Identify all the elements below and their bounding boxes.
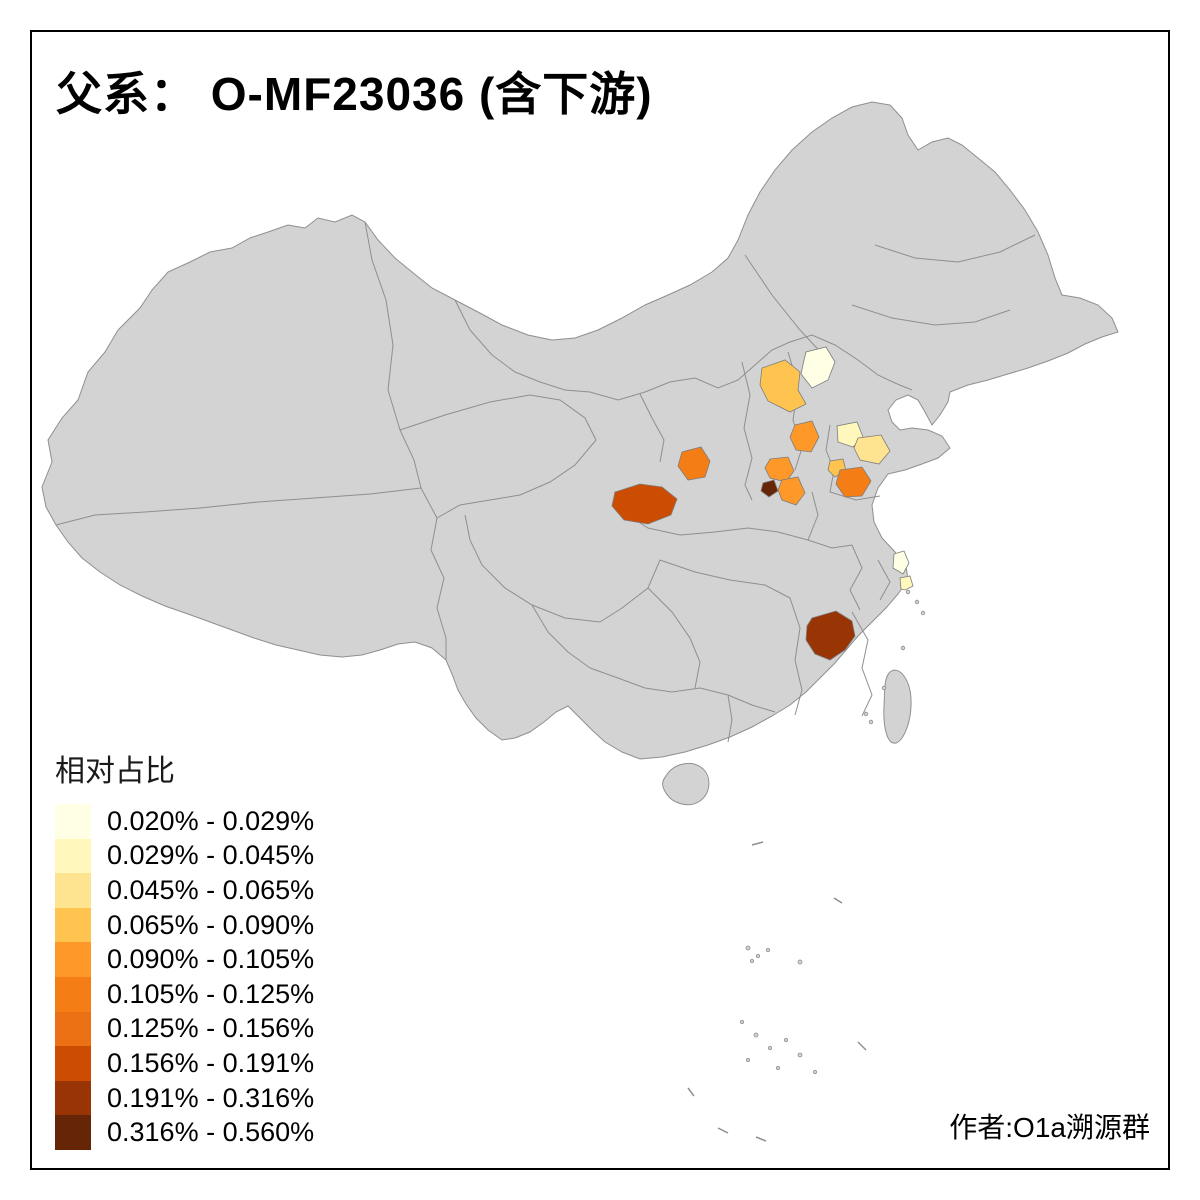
legend-items: 0.020% - 0.029% 0.029% - 0.045% 0.045% - 0… (55, 804, 314, 1150)
legend-label: 0.065% - 0.090% (107, 909, 315, 940)
highlight-region-shanxi-central (789, 420, 820, 453)
legend-label: 0.316% - 0.560% (107, 1117, 315, 1148)
legend: 相对占比 0.020% - 0.029% 0.029% - 0.045% 0.045… (55, 746, 314, 1150)
highlight-region-shanghai-area (892, 550, 910, 575)
legend-label: 0.029% - 0.045% (107, 840, 315, 871)
legend-item: 0.045% - 0.065% (55, 873, 314, 908)
highlight-region-henan-south (777, 476, 806, 506)
south-china-sea-features (687, 589, 926, 1142)
page-title: 父系： O-MF23036 (含下游) (56, 68, 653, 120)
legend-title: 相对占比 (55, 755, 175, 788)
legend-item: 0.316% - 0.560% (55, 1115, 314, 1150)
legend-item: 0.090% - 0.105% (55, 942, 314, 977)
legend-label: 0.090% - 0.105% (107, 944, 315, 975)
highlight-region-hunan-jiangxi-dark (805, 610, 856, 661)
legend-label: 0.191% - 0.316% (107, 1082, 315, 1113)
highlight-region-shandong-central (853, 434, 891, 465)
legend-item: 0.125% - 0.156% (55, 1011, 315, 1047)
highlighted-regions (611, 346, 914, 661)
legend-item: 0.065% - 0.090% (55, 907, 315, 943)
legend-label: 0.105% - 0.125% (107, 978, 315, 1009)
legend-item: 0.156% - 0.191% (55, 1046, 314, 1081)
legend-swatch (55, 1080, 91, 1116)
highlight-region-beijing-area (800, 346, 836, 389)
legend-label: 0.156% - 0.191% (107, 1047, 315, 1078)
legend-swatch (55, 804, 91, 839)
legend-label: 0.020% - 0.029% (107, 805, 315, 836)
legend-swatch (55, 873, 91, 908)
legend-swatch (55, 1115, 91, 1150)
highlight-region-shaanxi-south (611, 483, 678, 525)
legend-label: 0.125% - 0.156% (107, 1013, 315, 1044)
legend-item: 0.105% - 0.125% (55, 976, 315, 1012)
author-credit: 作者:O1a溯源群 (949, 1112, 1150, 1143)
legend-item: 0.020% - 0.029% (55, 804, 314, 839)
legend-swatch (55, 1046, 91, 1081)
highlight-region-jiangsu-north (835, 466, 872, 498)
highlight-region-shanghai-area-2 (899, 575, 914, 591)
province-borders (55, 221, 1036, 743)
highlight-region-shaanxi-north (677, 446, 711, 481)
legend-item: 0.029% - 0.045% (55, 838, 315, 874)
highlight-region-henan-north (764, 456, 795, 483)
landmass (41, 101, 1119, 806)
taiwan-island (883, 669, 912, 744)
legend-swatch (55, 1011, 91, 1047)
china-mainland (41, 101, 1119, 760)
legend-label: 0.045% - 0.065% (107, 874, 315, 905)
legend-item: 0.191% - 0.316% (55, 1080, 315, 1116)
highlight-region-henan-small-dark (760, 479, 779, 498)
highlight-region-hebei-northwest (759, 359, 807, 413)
figure-frame (30, 30, 1170, 1170)
legend-swatch (55, 976, 91, 1012)
hainan-island (662, 762, 710, 806)
legend-swatch (55, 838, 91, 874)
legend-swatch (55, 942, 91, 977)
legend-swatch (55, 907, 91, 943)
